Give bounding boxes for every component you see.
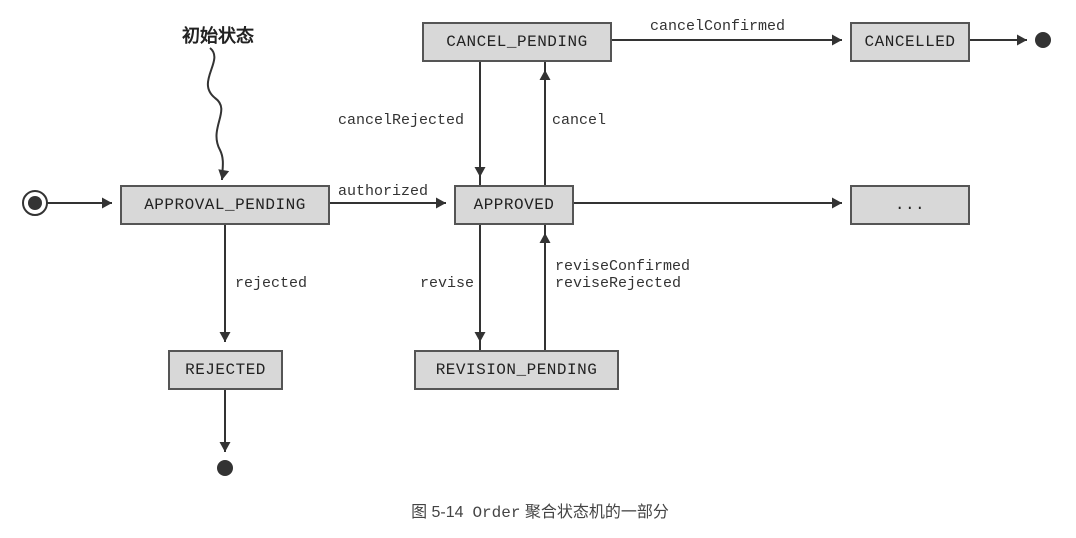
state-approval-pending: APPROVAL_PENDING [120,185,330,225]
edge-label-revise: revise [420,275,474,292]
edge-label-cancel-confirmed: cancelConfirmed [650,18,785,35]
state-label: ... [895,196,925,214]
state-label: CANCEL_PENDING [446,33,587,51]
edge-label-authorized: authorized [338,183,428,200]
annotation-squiggle [208,48,229,180]
edge-label-cancel-rejected: cancelRejected [338,112,464,129]
state-rejected: REJECTED [168,350,283,390]
edge-label-revise-confirmed: reviseConfirmed reviseRejected [555,258,690,292]
caption-code: Order [472,504,520,522]
state-label: APPROVAL_PENDING [144,196,306,214]
state-cancel-pending: CANCEL_PENDING [422,22,612,62]
figure-caption: 图 5-14 Order 聚合状态机的一部分 [360,498,720,522]
state-approved: APPROVED [454,185,574,225]
caption-suffix: 聚合状态机的一部分 [520,504,668,521]
state-revision-pending: REVISION_PENDING [414,350,619,390]
state-more: ... [850,185,970,225]
final-node-cancelled-icon [1035,32,1051,48]
state-label: REJECTED [185,361,266,379]
state-label: CANCELLED [865,33,956,51]
edge-label-cancel: cancel [552,112,606,129]
initial-state-annotation: 初始状态 [182,22,254,48]
state-cancelled: CANCELLED [850,22,970,62]
svg-overlay [0,0,1076,538]
state-label: APPROVED [474,196,555,214]
state-diagram: 初始状态 APPROVAL_PENDING CANCEL_PENDING APP… [0,0,1076,538]
final-node-rejected-icon [217,460,233,476]
edge-label-rejected: rejected [235,275,307,292]
caption-prefix: 图 5-14 [411,504,463,521]
initial-pseudostate-icon [23,191,47,215]
state-label: REVISION_PENDING [436,361,598,379]
